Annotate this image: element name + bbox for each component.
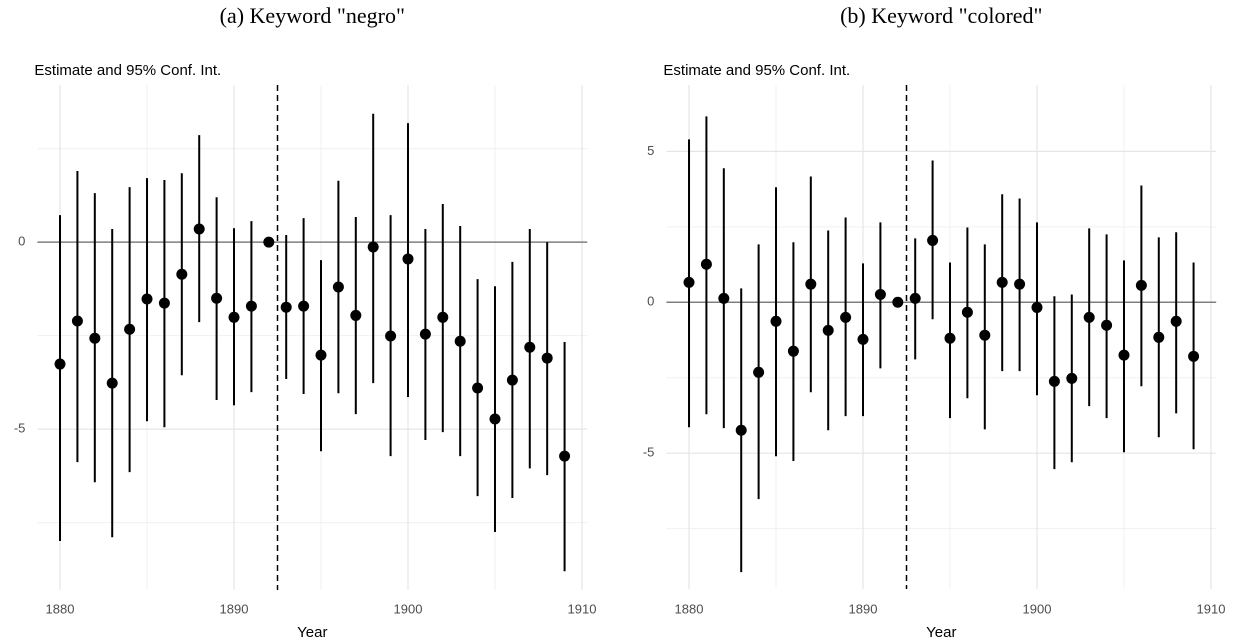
point	[350, 309, 362, 321]
point	[979, 329, 991, 341]
x-tick-label: 1880	[46, 601, 75, 616]
point	[211, 292, 223, 304]
x-axis-label: Year	[926, 624, 956, 641]
point	[892, 296, 904, 308]
y-tick-label: 0	[647, 294, 654, 309]
point	[961, 306, 973, 318]
point	[367, 241, 379, 253]
x-axis-label: Year	[297, 624, 327, 641]
x-tick-label: 1900	[394, 601, 423, 616]
point	[89, 332, 101, 344]
x-tick-label: 1890	[220, 601, 249, 616]
point	[524, 341, 536, 353]
point	[683, 276, 695, 288]
point	[280, 301, 292, 313]
point	[1066, 372, 1078, 384]
point	[506, 374, 518, 386]
point	[472, 382, 484, 394]
y-tick-label: -5	[643, 445, 655, 460]
point	[1083, 311, 1095, 323]
point	[106, 377, 118, 389]
x-tick-label: 1900	[1023, 601, 1052, 616]
point	[158, 297, 170, 309]
point	[1031, 301, 1043, 313]
point	[753, 366, 765, 378]
point	[315, 349, 327, 361]
point	[1014, 278, 1026, 290]
point	[1101, 319, 1113, 331]
point	[822, 324, 834, 336]
axis-subtitle: Estimate and 95% Conf. Int.	[663, 62, 850, 79]
point	[559, 450, 571, 462]
point	[1118, 349, 1130, 361]
point	[1048, 375, 1060, 387]
point	[857, 333, 869, 345]
point	[944, 332, 956, 344]
point	[193, 223, 205, 235]
panel-title: (b) Keyword "colored"	[840, 3, 1042, 28]
point	[124, 323, 136, 335]
panel-title: (a) Keyword "negro"	[220, 3, 405, 28]
point	[1170, 315, 1182, 327]
point	[700, 258, 712, 270]
x-tick-label: 1910	[568, 601, 597, 616]
point	[71, 315, 83, 327]
y-tick-label: 0	[18, 234, 25, 249]
point	[141, 293, 153, 305]
point	[718, 292, 730, 304]
point	[245, 300, 257, 312]
point	[263, 236, 275, 248]
point	[1153, 331, 1165, 343]
point	[770, 315, 782, 327]
point	[402, 253, 414, 265]
point	[489, 413, 501, 425]
point	[874, 288, 886, 300]
x-tick-label: 1890	[849, 601, 878, 616]
y-tick-label: 5	[647, 143, 654, 158]
point	[437, 311, 449, 323]
point	[805, 278, 817, 290]
point	[1188, 350, 1200, 362]
point	[541, 352, 553, 364]
point	[996, 276, 1008, 288]
axis-subtitle: Estimate and 95% Conf. Int.	[34, 62, 221, 79]
point	[419, 328, 431, 340]
point	[1135, 279, 1147, 291]
point	[735, 424, 747, 436]
point	[787, 345, 799, 357]
y-tick-label: -5	[14, 421, 26, 436]
point	[228, 311, 240, 323]
point	[54, 358, 66, 370]
point	[840, 311, 852, 323]
point	[385, 330, 397, 342]
point	[298, 300, 310, 312]
point	[927, 234, 939, 246]
point	[454, 335, 466, 347]
point	[909, 292, 921, 304]
point	[176, 268, 188, 280]
x-tick-label: 1880	[675, 601, 704, 616]
x-tick-label: 1910	[1197, 601, 1226, 616]
point	[332, 281, 344, 293]
